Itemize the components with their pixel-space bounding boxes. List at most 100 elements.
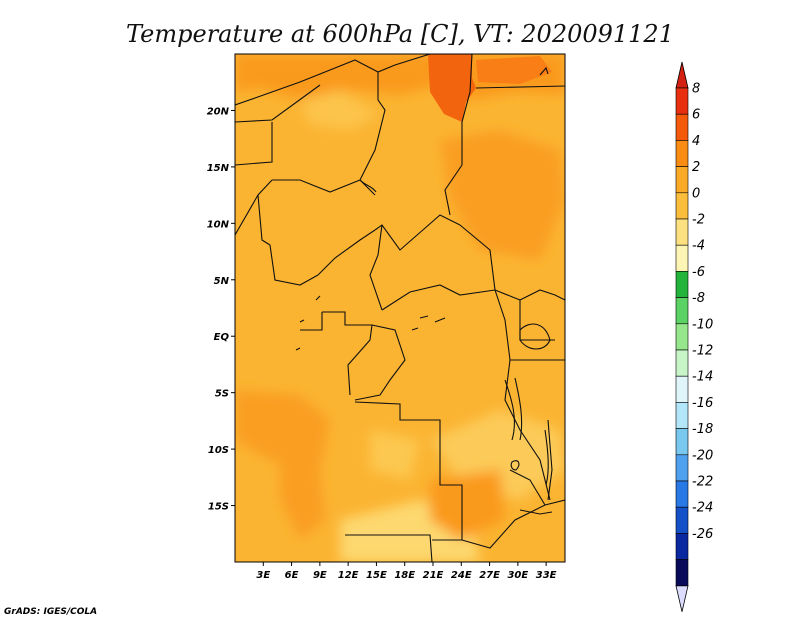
lon-tick-label: 21E (423, 570, 444, 581)
colorbar-label: -16 (692, 396, 713, 411)
lon-tick-label: 12E (338, 570, 359, 581)
lon-tick-label: 30E (507, 570, 528, 581)
colorbar-swatch (675, 323, 689, 351)
colorbar-min-arrow (675, 585, 689, 612)
lat-tick-label: EQ (214, 332, 230, 343)
field-warm-coast (280, 460, 325, 540)
border-nigeria-cameroon (317, 229, 376, 276)
lake-victoria (519, 323, 551, 350)
lon-tick-label: 3E (256, 570, 270, 581)
coast-marks (295, 295, 321, 351)
colorbar-label: 0 (692, 186, 700, 201)
border-mauritania (235, 122, 273, 166)
colorbar-label: 8 (692, 82, 700, 97)
colorbar-label: -12 (692, 344, 713, 359)
field-warm-zambia (430, 470, 505, 540)
colorbar-swatch (675, 297, 689, 325)
colorbar-swatch (675, 192, 689, 220)
border-niger-south (272, 179, 376, 196)
field-cool-patch (370, 430, 420, 480)
lon-tick-label: 15E (366, 570, 387, 581)
border-coast-gulf (269, 244, 319, 286)
border-guinea (257, 194, 271, 246)
lon-tick-label: 33E (536, 570, 557, 581)
nile-delta (539, 66, 549, 76)
latitude-axis: 20N 15N 10N 5N EQ 5S 10S 15S (207, 106, 235, 513)
border-eq-guinea (300, 312, 323, 331)
lon-tick-label: 6E (285, 570, 299, 581)
field-warm-east (440, 130, 565, 260)
border-sudan-south (459, 224, 521, 301)
field-hot-libya (428, 54, 476, 122)
colorbar-swatch (675, 375, 689, 403)
colorbar-label: 2 (692, 160, 700, 175)
colorbar-swatch (675, 533, 689, 560)
colorbar-swatch (675, 166, 689, 194)
grads-credit: GrADS: IGES/COLA (4, 607, 97, 617)
border-angola-east (432, 455, 463, 541)
colorbar-swatch (675, 454, 689, 482)
lat-tick-label: 20N (207, 106, 230, 117)
colorbar-swatch (675, 559, 689, 587)
border-niger-east (359, 72, 386, 181)
colorbar-label: -14 (692, 370, 713, 385)
map-panel: 20N 15N 10N 5N EQ 5S 10S 15S 3E 6E 9E 12E 15E 18E 21E… (207, 53, 566, 581)
colorbar-swatch (675, 87, 689, 115)
lake-tanganyika (504, 377, 523, 441)
colorbar-label: -24 (692, 501, 713, 516)
colorbar-label: -26 (692, 527, 713, 542)
border-chad-east (444, 122, 463, 216)
lat-tick-label: 15S (208, 502, 229, 513)
border-algeria-north (235, 54, 431, 106)
colorbar-swatch (675, 113, 689, 141)
longitude-axis: 3E 6E 9E 12E 15E 18E 21E 24E 27E 30E 33E (256, 562, 557, 581)
colorbar-swatch (675, 218, 689, 246)
lake-small (510, 460, 520, 471)
border-cameroon-east (369, 224, 383, 311)
colorbar-label: -10 (692, 317, 713, 332)
border-egypt-sudan (475, 85, 565, 89)
lat-tick-label: 15N (207, 163, 230, 174)
colorbar-label: 6 (692, 108, 700, 123)
lake-kariba (519, 509, 553, 515)
field-cool-sahara (300, 90, 380, 130)
border-malawi (509, 469, 546, 506)
colorbar-swatch (675, 349, 689, 377)
border-angola-north (354, 401, 441, 455)
border-libya-east (461, 54, 473, 123)
map-frame (234, 53, 566, 563)
border-mali-north (235, 84, 321, 123)
colorbar-swatch (675, 244, 689, 272)
border-zambia-south (461, 499, 565, 549)
lat-tick-label: 5N (214, 276, 230, 287)
colorbar-label: -22 (692, 475, 713, 490)
border-car-north (374, 214, 461, 251)
border-drc-east (494, 289, 551, 501)
country-borders (235, 54, 565, 562)
field-hot-egypt (476, 56, 552, 84)
colorbar-swatch (675, 506, 689, 534)
lon-tick-label: 27E (479, 570, 500, 581)
colorbar-label: -20 (692, 448, 713, 463)
colorbar-label: -8 (692, 291, 705, 306)
colorbar-label: -6 (692, 265, 705, 280)
colorbar-swatch (675, 271, 689, 298)
colorbar-swatch (675, 480, 689, 508)
colorbar-swatch (675, 140, 689, 167)
lat-tick-label: 5S (215, 389, 229, 400)
lon-tick-label: 18E (394, 570, 415, 581)
lon-tick-label: 24E (451, 570, 472, 581)
border-congo-drc (354, 324, 406, 401)
colorbar-label: -4 (692, 239, 705, 254)
lat-tick-label: 10N (207, 219, 230, 230)
colorbar-label: -2 (692, 213, 705, 228)
border-angola-south (345, 534, 433, 562)
lon-tick-label: 9E (313, 570, 327, 581)
border-south-sudan-ethiopia (519, 289, 565, 301)
lake-malawi (544, 429, 549, 486)
colorbar-label: -18 (692, 422, 713, 437)
colorbar-max-arrow (675, 61, 689, 89)
border-car-drc (381, 284, 496, 311)
river-congo-marks (411, 315, 446, 331)
